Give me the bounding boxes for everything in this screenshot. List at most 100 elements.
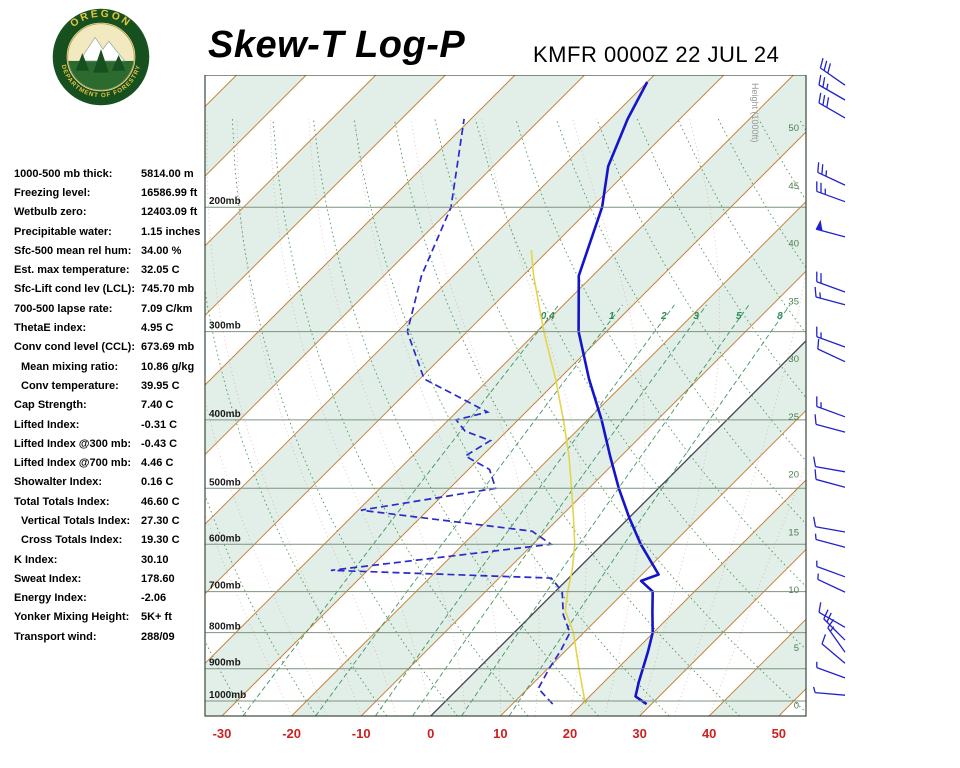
index-row: Mean mixing ratio: 10.86 g/kg [14, 357, 209, 376]
height-tick-label: 40 [788, 239, 799, 250]
isotherm [205, 75, 725, 595]
wind-barb [817, 162, 846, 186]
index-label: ThetaE index: [14, 322, 87, 335]
mixing-ratio-label: 8 [777, 311, 783, 322]
index-row: Est. max temperature: 32.05 C [14, 260, 209, 279]
index-label: Precipitable water: [14, 225, 112, 238]
isotherm [205, 75, 446, 317]
index-label: Wetbulb zero: [14, 206, 87, 219]
index-row: Wetbulb zero: 12403.09 ft [14, 203, 209, 222]
height-axis-title: Height (1000ft) [750, 83, 760, 143]
index-row: ThetaE index: 4.95 C [14, 318, 209, 337]
index-label: Sfc-500 mean rel hum: [14, 244, 132, 257]
sounding-indices-panel: 1000-500 mb thick: 5814.00 m Freezing leve… [14, 164, 209, 646]
index-label: Cap Strength: [14, 399, 87, 412]
mixing-ratio-label: 3 [693, 311, 699, 322]
index-label: Freezing level: [14, 186, 91, 199]
index-label: 700-500 lapse rate: [14, 302, 113, 315]
index-value: -0.43 C [141, 437, 178, 450]
plot-area: 0.4 1 2 3 5 8 [205, 75, 806, 716]
index-label: K Index: [14, 553, 58, 566]
pressure-label: 500mb [209, 477, 241, 488]
index-value: 1.15 inches [141, 225, 201, 238]
isotherm [205, 75, 794, 665]
index-label: Vertical Totals Index: [21, 514, 131, 527]
dewpoint-trace [330, 118, 571, 705]
index-label: Lifted Index @700 mb: [14, 457, 132, 470]
index-row: Lifted Index @300 mb: -0.43 C [14, 434, 209, 453]
index-value: 34.00 % [141, 244, 182, 257]
wind-barb [816, 560, 846, 578]
pressure-label: 900mb [209, 658, 241, 669]
wind-barb [819, 58, 846, 86]
isotherm [205, 75, 655, 525]
pressure-label: 300mb [209, 321, 241, 332]
index-row: Showalter Index: 0.16 C [14, 473, 209, 492]
index-row: Lifted Index: -0.31 C [14, 415, 209, 434]
index-value: 0.16 C [141, 476, 174, 489]
pressure-label: 400mb [209, 409, 241, 420]
index-label: Total Totals Index: [14, 495, 110, 508]
index-row: Vertical Totals Index: 27.30 C [14, 511, 209, 530]
temp-tick-label: 20 [563, 726, 577, 741]
isotherm [360, 270, 806, 716]
index-row: Freezing level: 16586.99 ft [14, 183, 209, 202]
isotherm [569, 479, 806, 716]
height-tick-label: 50 [788, 123, 799, 134]
station-timestamp: KMFR 0000Z 22 JUL 24 [533, 42, 780, 67]
index-row: Lifted Index @700 mb: 4.46 C [14, 453, 209, 472]
wind-barb [816, 661, 846, 679]
index-label: Yonker Mixing Height: [14, 611, 130, 624]
height-tick-label: 35 [788, 297, 799, 308]
temp-band [205, 75, 806, 716]
mixing-ratio-label: 5 [736, 311, 742, 322]
index-row: Precipitable water: 1.15 inches [14, 222, 209, 241]
chart-frame [204, 75, 807, 717]
wind-barb [814, 286, 846, 306]
index-row: Cap Strength: 7.40 C [14, 396, 209, 415]
temp-tick-label: 50 [772, 726, 786, 741]
wind-barb [817, 573, 846, 593]
index-value: 10.86 g/kg [141, 360, 195, 373]
index-row: Energy Index: -2.06 [14, 589, 209, 608]
index-value: 288/09 [141, 630, 175, 643]
index-row: Sfc-500 mean rel hum: 34.00 % [14, 241, 209, 260]
skewt-chart: 0.4 1 2 3 5 8200mb300mb400mb500mb600mb700mb80… [204, 75, 807, 741]
index-row: K Index: 30.10 [14, 550, 209, 569]
index-row: 1000-500 mb thick: 5814.00 m [14, 164, 209, 183]
pressure-label: 700mb [209, 581, 241, 592]
wind-barb [813, 516, 846, 533]
index-value: -2.06 [141, 592, 167, 605]
wind-barb [814, 469, 846, 488]
index-value: 39.95 C [141, 379, 180, 392]
mixing-ratio-label: 1 [609, 311, 615, 322]
index-row: Yonker Mixing Height: 5K+ ft [14, 608, 209, 627]
pressure-label: 200mb [209, 196, 241, 207]
index-row: Conv temperature: 39.95 C [14, 376, 209, 395]
index-value: 673.69 mb [141, 341, 195, 354]
height-tick-label: 0 [794, 701, 799, 712]
index-label: Conv cond level (CCL): [14, 341, 136, 354]
pressure-label: 800mb [209, 622, 241, 633]
isotherm [205, 75, 377, 247]
index-label: Sfc-Lift cond lev (LCL): [14, 283, 135, 296]
logo-band [53, 9, 149, 105]
temp-tick-label: -20 [282, 726, 301, 741]
index-value: 5814.00 m [141, 167, 194, 180]
tree-icon [93, 49, 109, 73]
index-value: -0.31 C [141, 418, 178, 431]
index-value: 19.30 C [141, 534, 180, 547]
wind-barb [818, 74, 846, 101]
index-label: Est. max temperature: [14, 264, 130, 277]
wind-barb [814, 533, 846, 548]
tree-icon [111, 55, 126, 71]
wind-barb [817, 338, 846, 363]
index-label: Lifted Index: [14, 418, 80, 431]
index-value: 32.05 C [141, 264, 180, 277]
isotherm [221, 131, 806, 716]
wind-barb [821, 634, 846, 664]
height-tick-label: 30 [788, 354, 799, 365]
index-label: 1000-500 mb thick: [14, 167, 113, 180]
index-value: 745.70 mb [141, 283, 195, 296]
